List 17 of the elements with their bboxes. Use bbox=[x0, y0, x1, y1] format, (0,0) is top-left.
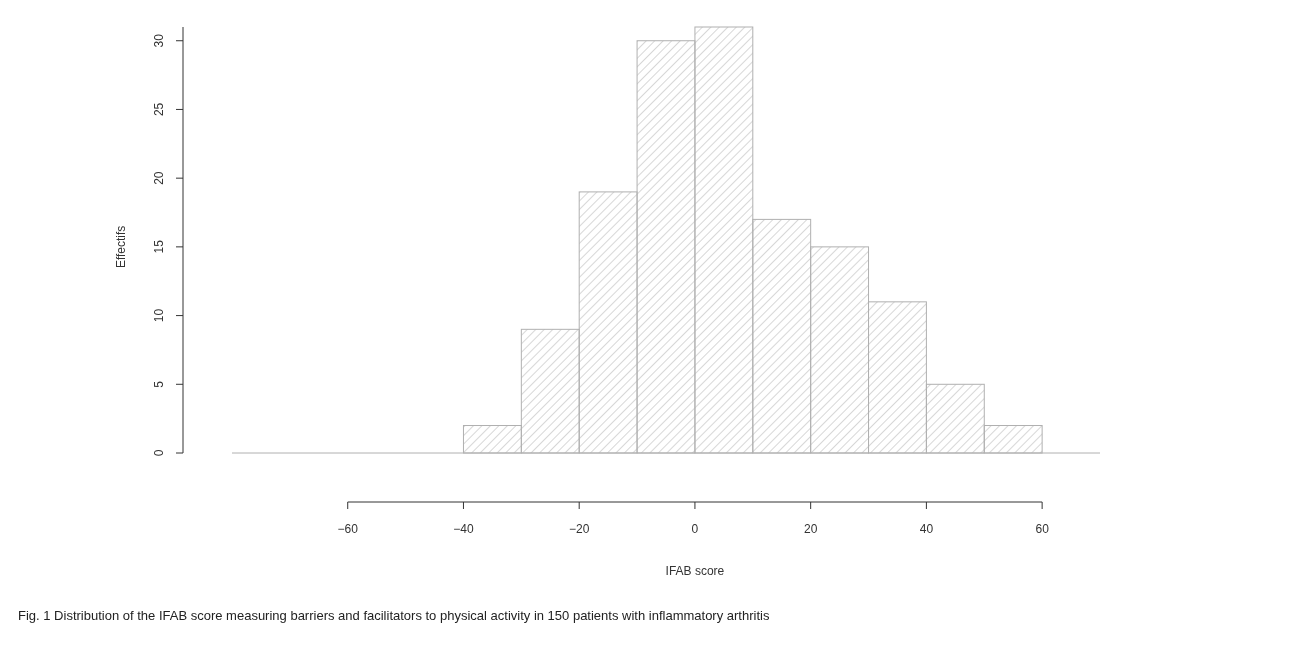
x-tick-label: −40 bbox=[453, 522, 474, 536]
x-tick-label: −20 bbox=[569, 522, 590, 536]
y-tick-label: 25 bbox=[152, 102, 166, 117]
y-tick-label: 20 bbox=[152, 171, 166, 185]
x-tick-label: 60 bbox=[1035, 522, 1050, 536]
x-axis-title: IFAB score bbox=[665, 564, 725, 578]
x-tick-label: 40 bbox=[919, 522, 934, 536]
y-tick-label: 15 bbox=[152, 239, 166, 254]
y-axis-title: Effectifs bbox=[114, 225, 128, 269]
x-tick-label: 20 bbox=[803, 522, 818, 536]
y-tick-label: 0 bbox=[152, 449, 166, 457]
y-tick-label: 30 bbox=[152, 33, 166, 48]
y-tick-label: 5 bbox=[152, 380, 166, 388]
x-tick-label: −60 bbox=[337, 522, 359, 536]
y-tick-label: 10 bbox=[152, 308, 166, 323]
x-tick-label: 0 bbox=[691, 522, 699, 536]
text: Fig. 1 Distribution of the IFAB score measuring barriers and facilitators to physical activity in 150 patients with inflammatory arthritis bbox=[18, 608, 770, 623]
